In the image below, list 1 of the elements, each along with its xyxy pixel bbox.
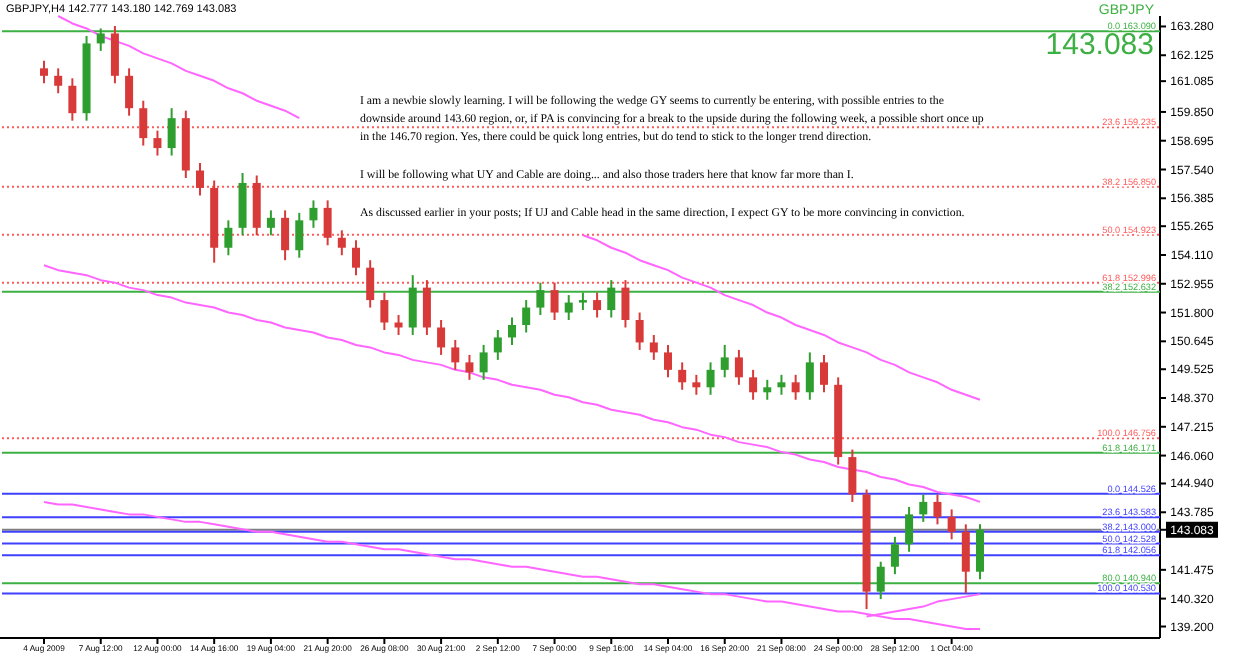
text: 143.083 <box>1045 28 1154 62</box>
